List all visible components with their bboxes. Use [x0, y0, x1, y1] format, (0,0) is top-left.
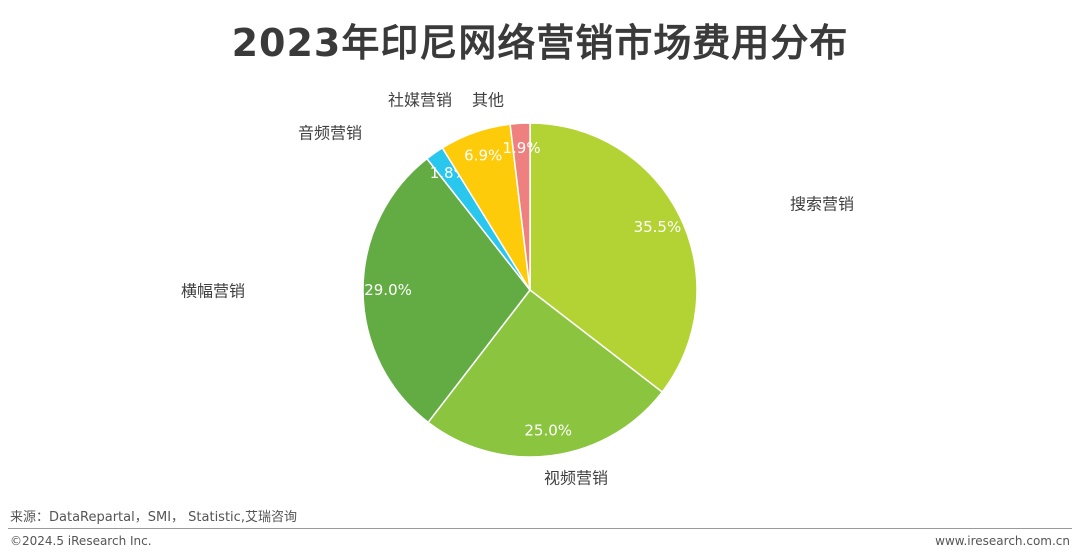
copyright-text: ©2024.5 iResearch Inc.: [10, 534, 152, 548]
slice-video: [427, 288, 664, 458]
data-label: 35.5%: [634, 218, 682, 236]
category-label: 其他: [472, 91, 504, 110]
source-note: 来源：DataRepartal，SMI， Statistic,艾瑞咨询: [10, 510, 297, 525]
category-label: 搜索营销: [790, 195, 854, 214]
footer-divider: [8, 528, 1072, 529]
data-label: 29.0%: [364, 281, 412, 299]
data-label: 6.9%: [464, 146, 502, 164]
website-link[interactable]: www.iresearch.com.cn: [935, 534, 1070, 548]
category-label: 视频营销: [544, 469, 608, 488]
slice-other: [509, 122, 531, 291]
slice-search: [529, 122, 698, 394]
category-label: 社媒营销: [388, 91, 452, 110]
data-label: 1.9%: [502, 139, 540, 157]
slice-banner: [362, 157, 531, 424]
category-label: 横幅营销: [181, 282, 245, 301]
chart-title: 2023年印尼网络营销市场费用分布: [231, 21, 849, 65]
data-label: 25.0%: [524, 421, 572, 439]
category-label: 音频营销: [298, 124, 362, 143]
